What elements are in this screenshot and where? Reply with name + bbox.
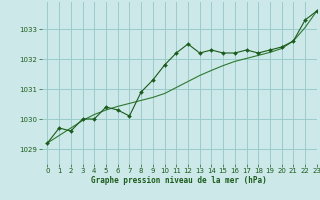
X-axis label: Graphe pression niveau de la mer (hPa): Graphe pression niveau de la mer (hPa) [91,176,267,185]
